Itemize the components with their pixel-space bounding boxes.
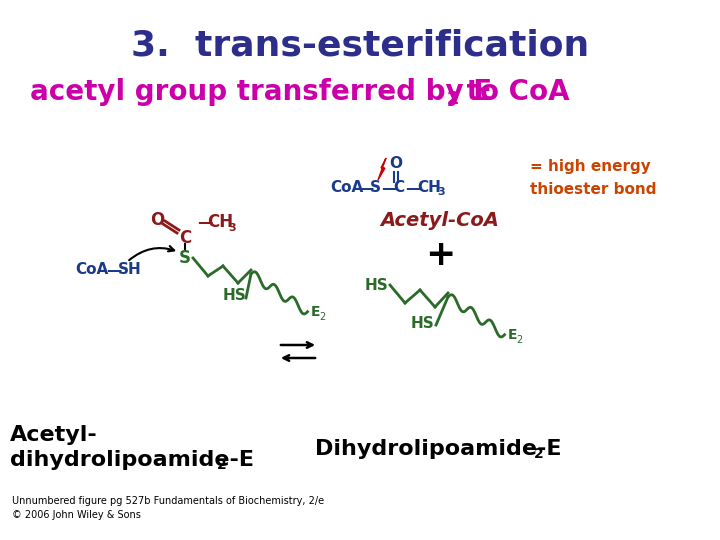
Text: —: —: [358, 180, 374, 195]
Text: S: S: [179, 249, 191, 267]
Text: 2: 2: [516, 335, 523, 345]
Text: HS: HS: [223, 288, 247, 303]
Text: O: O: [150, 211, 164, 229]
Text: 3: 3: [437, 187, 445, 197]
Text: CH: CH: [417, 180, 441, 195]
Text: 2: 2: [447, 90, 459, 108]
Text: C: C: [179, 229, 191, 247]
Text: E: E: [310, 305, 320, 319]
Text: CH: CH: [207, 213, 233, 231]
Text: 3: 3: [228, 223, 235, 233]
Text: 3.  trans-esterification: 3. trans-esterification: [131, 28, 589, 62]
Text: Dihydrolipoamide-E: Dihydrolipoamide-E: [315, 439, 562, 459]
Text: CoA: CoA: [75, 262, 108, 278]
Text: CoA: CoA: [330, 180, 364, 195]
Polygon shape: [378, 158, 386, 180]
Text: = high energy
thioester bond: = high energy thioester bond: [530, 159, 657, 197]
Text: E: E: [508, 328, 517, 342]
Text: +: +: [425, 238, 455, 272]
Text: —: —: [106, 262, 122, 278]
Text: C: C: [393, 180, 404, 195]
Text: Unnumbered figure pg 527b Fundamentals of Biochemistry, 2/e
© 2006 John Wiley & : Unnumbered figure pg 527b Fundamentals o…: [12, 496, 324, 519]
Text: O: O: [390, 157, 402, 172]
Text: 2: 2: [320, 312, 325, 322]
Text: SH: SH: [118, 262, 142, 278]
Text: dihydrolipoamide-E: dihydrolipoamide-E: [10, 450, 254, 470]
Text: —: —: [381, 180, 397, 195]
Text: HS: HS: [365, 278, 389, 293]
Text: Acetyl-: Acetyl-: [10, 425, 98, 445]
Text: HS: HS: [411, 315, 435, 330]
Text: to CoA: to CoA: [457, 78, 570, 106]
Text: 2: 2: [534, 447, 544, 461]
Text: —: —: [197, 214, 212, 230]
Text: S: S: [370, 180, 381, 195]
Text: —: —: [405, 180, 420, 195]
Text: Acetyl-CoA: Acetyl-CoA: [380, 211, 499, 229]
Text: acetyl group transferred by E: acetyl group transferred by E: [30, 78, 492, 106]
Text: 2: 2: [217, 458, 227, 472]
